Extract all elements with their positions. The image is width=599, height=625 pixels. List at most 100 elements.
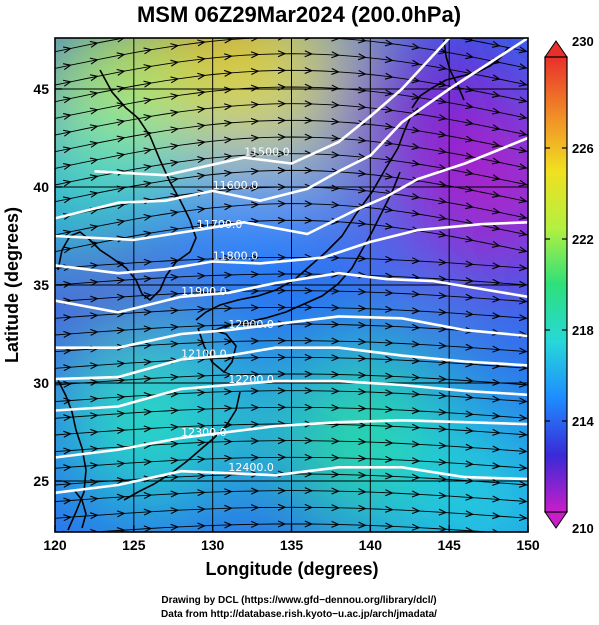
wind-arrowhead — [492, 428, 501, 436]
wind-arrowhead — [116, 377, 126, 385]
wind-arrowhead — [465, 293, 475, 301]
wind-arrowhead — [304, 100, 314, 108]
wind-arrowhead — [89, 107, 99, 115]
y-axis: 25 30 35 40 45 — [33, 81, 62, 489]
wind-arrowhead — [90, 262, 99, 270]
wind-arrowhead — [518, 46, 528, 54]
wind-arrowhead — [250, 201, 260, 209]
wind-arrowhead — [250, 51, 260, 59]
wind-arrowhead — [89, 40, 99, 48]
wind-arrowhead — [250, 404, 260, 412]
wind-arrowhead — [143, 525, 153, 532]
wind-arrowhead — [491, 174, 501, 182]
wind-arrowhead — [223, 69, 233, 77]
wind-arrowhead — [304, 453, 314, 461]
wind-arrowhead — [277, 270, 287, 278]
y-tick-label: 45 — [33, 81, 49, 97]
wind-arrowhead — [116, 218, 126, 226]
height-contour — [55, 271, 528, 314]
coastlines — [57, 39, 509, 531]
field-region — [385, 405, 528, 532]
wind-arrowhead — [116, 38, 126, 43]
wind-arrowhead — [277, 100, 287, 108]
height-contour — [55, 419, 528, 459]
wind-arrowhead — [223, 38, 233, 44]
wind-arrowhead — [197, 106, 206, 114]
wind-arrowhead — [491, 124, 501, 132]
wind-arrowhead — [384, 289, 394, 297]
wind-arrowhead — [465, 52, 475, 60]
wind-arrowhead — [224, 488, 233, 496]
wind-arrowhead — [466, 544, 473, 550]
wind-arrowhead — [89, 224, 99, 232]
x-tick-label: 130 — [201, 537, 225, 553]
wind-arrowhead — [90, 462, 99, 470]
wind-arrowhead — [223, 103, 233, 111]
wind-arrowhead — [518, 264, 528, 272]
wind-arrowhead — [518, 297, 528, 305]
wind-arrowhead — [357, 86, 367, 94]
wind-arrowhead — [491, 157, 501, 165]
wind-arrowhead — [331, 387, 340, 395]
wind-arrowhead — [331, 404, 340, 412]
coast-taiwan — [73, 489, 87, 529]
contour-label: 12000.0 — [228, 318, 274, 331]
wind-arrowhead — [411, 59, 421, 67]
wind-arrowhead — [170, 59, 180, 67]
wind-arrowhead — [224, 371, 233, 379]
wind-arrowhead — [277, 453, 287, 461]
wind-arrowhead — [518, 163, 528, 171]
wind-arrowhead — [438, 508, 448, 516]
x-axis-label: Longitude (degrees) — [205, 559, 378, 579]
wind-arrowhead — [411, 209, 421, 217]
wind-arrowhead — [518, 179, 528, 187]
wind-arrowhead — [116, 235, 126, 243]
wind-arrowhead — [304, 133, 314, 141]
wind-arrowhead — [304, 66, 314, 75]
wind-arrowhead — [357, 186, 367, 194]
wind-arrowhead — [250, 84, 260, 92]
wind-arrowhead — [492, 462, 501, 470]
wind-arrowhead — [277, 437, 287, 445]
wind-arrowhead — [465, 393, 475, 401]
wind-arrowhead — [90, 412, 99, 420]
wind-arrowhead — [277, 487, 287, 495]
wind-arrowhead — [89, 74, 99, 82]
wind-arrowhead — [62, 246, 72, 254]
wind-arrowhead — [89, 190, 99, 198]
wind-arrowhead — [62, 113, 72, 120]
height-contour — [55, 315, 528, 349]
wind-arrowhead — [250, 287, 260, 295]
wind-arrowhead — [465, 410, 475, 418]
wind-arrowhead — [331, 184, 340, 192]
wind-arrowhead — [170, 423, 180, 431]
wind-arrowhead — [223, 169, 233, 177]
height-contour — [55, 38, 528, 220]
wind-arrowhead — [170, 457, 180, 465]
wind-arrowhead — [170, 373, 180, 381]
wind-arrowhead — [143, 375, 153, 383]
wind-arrowhead — [277, 520, 287, 528]
wind-arrowhead — [116, 493, 126, 501]
wind-arrowhead — [357, 103, 367, 111]
wind-arrowhead — [224, 454, 233, 462]
x-axis: 120 125 130 135 140 145 150 — [43, 525, 540, 553]
wind-arrowhead — [358, 304, 367, 312]
wind-arrowhead — [143, 47, 153, 55]
wind-arrowhead — [411, 126, 421, 134]
wind-arrowhead — [358, 471, 367, 479]
wind-arrowhead — [250, 520, 260, 528]
wind-arrowhead — [197, 272, 206, 280]
wind-arrowhead — [491, 107, 501, 115]
wind-arrowhead — [224, 404, 233, 412]
wind-arrowhead — [304, 337, 314, 345]
wind-arrowhead — [518, 129, 528, 137]
wind-arrowhead — [277, 166, 287, 174]
wind-arrowhead — [465, 85, 475, 93]
wind-arrowhead — [250, 184, 260, 192]
wind-arrowhead — [492, 345, 501, 353]
wind-arrowhead — [438, 408, 448, 416]
wind-arrowhead — [63, 380, 72, 388]
wind-arrowhead — [492, 412, 501, 420]
wind-arrowhead — [358, 254, 367, 262]
